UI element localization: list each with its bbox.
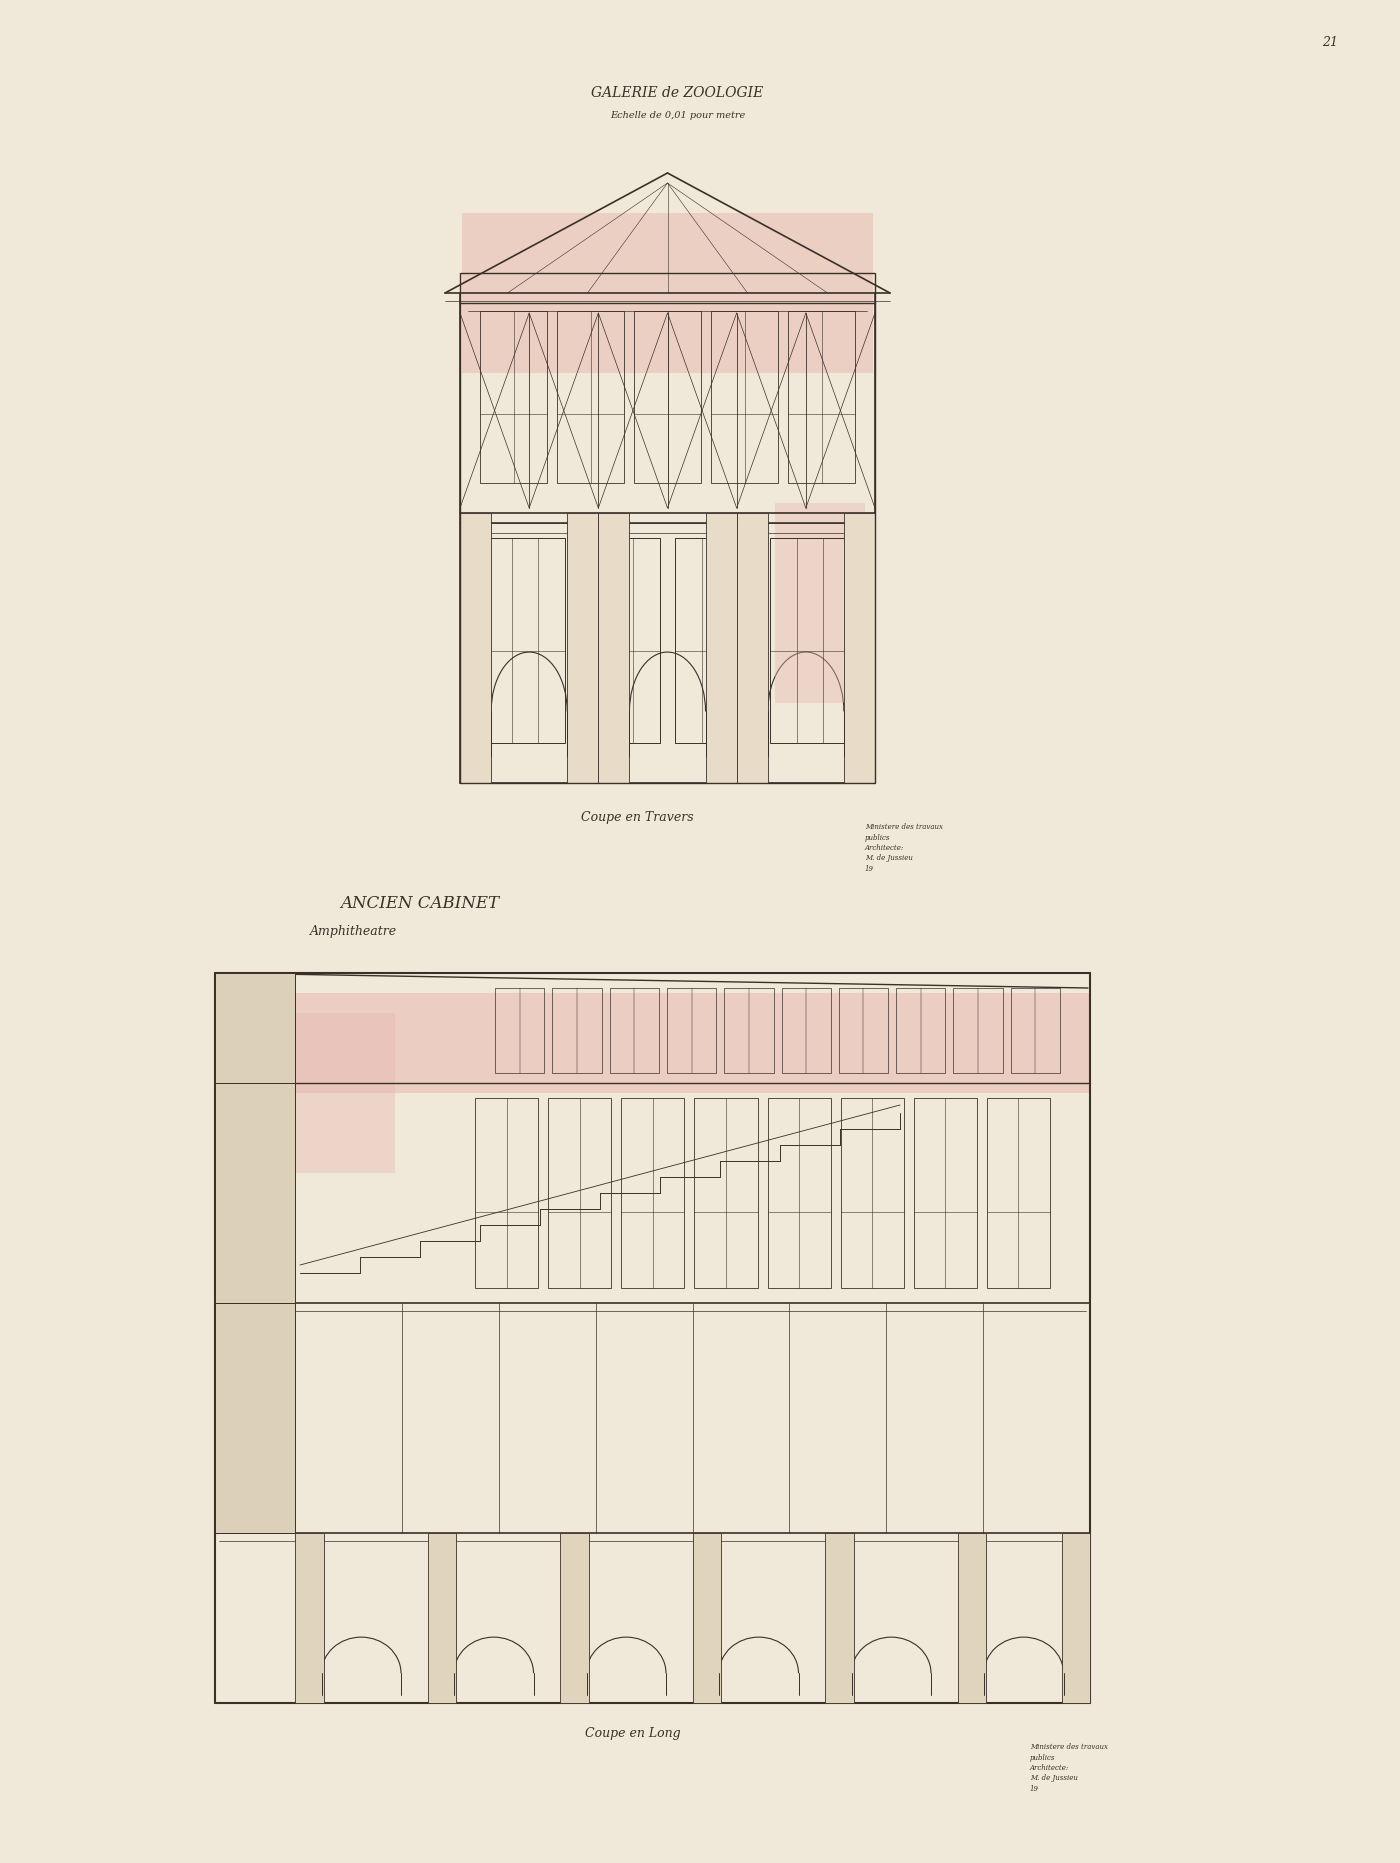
Bar <box>549 1097 612 1287</box>
Bar <box>461 512 491 782</box>
Bar <box>216 993 1091 1094</box>
Bar <box>295 1533 323 1703</box>
Bar <box>776 503 865 702</box>
Bar <box>987 1097 1050 1287</box>
Bar <box>622 1097 685 1287</box>
Bar <box>693 1533 721 1703</box>
Text: Ministere des travaux
publics
Architecte:
M. de Jussieu
19: Ministere des travaux publics Architecte… <box>1030 1744 1107 1792</box>
Text: Ministere des travaux
publics
Architecte:
M. de Jussieu
19: Ministere des travaux publics Architecte… <box>865 823 944 872</box>
Bar <box>914 1097 977 1287</box>
Bar <box>598 512 630 782</box>
Text: Coupe en Long: Coupe en Long <box>585 1727 680 1740</box>
Bar <box>216 1082 295 1302</box>
Bar <box>496 987 545 1073</box>
Bar <box>1061 1533 1091 1703</box>
Bar <box>788 311 855 483</box>
Text: GALERIE de ZOOLOGIE: GALERIE de ZOOLOGIE <box>591 86 763 101</box>
Bar <box>484 538 566 743</box>
Bar <box>840 1097 904 1287</box>
Text: Coupe en Travers: Coupe en Travers <box>581 812 694 825</box>
Bar <box>666 987 717 1073</box>
Text: Amphitheatre: Amphitheatre <box>309 924 398 937</box>
Bar <box>770 538 850 743</box>
Bar <box>767 1097 830 1287</box>
Bar <box>480 311 547 483</box>
Text: 21: 21 <box>1322 37 1338 50</box>
Bar <box>825 1533 854 1703</box>
Bar <box>706 512 736 782</box>
Bar <box>896 987 945 1073</box>
Bar <box>711 311 778 483</box>
Text: ANCIEN CABINET: ANCIEN CABINET <box>340 894 500 911</box>
Text: Echelle de 0,01 pour metre: Echelle de 0,01 pour metre <box>610 110 745 119</box>
Bar <box>634 311 701 483</box>
Bar <box>609 987 659 1073</box>
Bar <box>427 1533 456 1703</box>
Bar <box>552 987 602 1073</box>
Bar <box>675 538 755 743</box>
Bar <box>216 1302 295 1533</box>
Bar <box>839 987 888 1073</box>
Bar <box>475 1097 538 1287</box>
Bar <box>953 987 1002 1073</box>
Bar <box>461 274 875 782</box>
Bar <box>724 987 773 1073</box>
Bar <box>580 538 659 743</box>
Bar <box>560 1533 588 1703</box>
Bar <box>1011 987 1060 1073</box>
Bar <box>844 512 875 782</box>
Bar <box>694 1097 757 1287</box>
Bar <box>216 972 295 1082</box>
Bar <box>216 1013 395 1174</box>
Bar <box>736 512 767 782</box>
Bar <box>567 512 598 782</box>
Bar <box>958 1533 986 1703</box>
Bar <box>557 311 624 483</box>
Bar <box>462 212 874 373</box>
Bar <box>781 987 830 1073</box>
